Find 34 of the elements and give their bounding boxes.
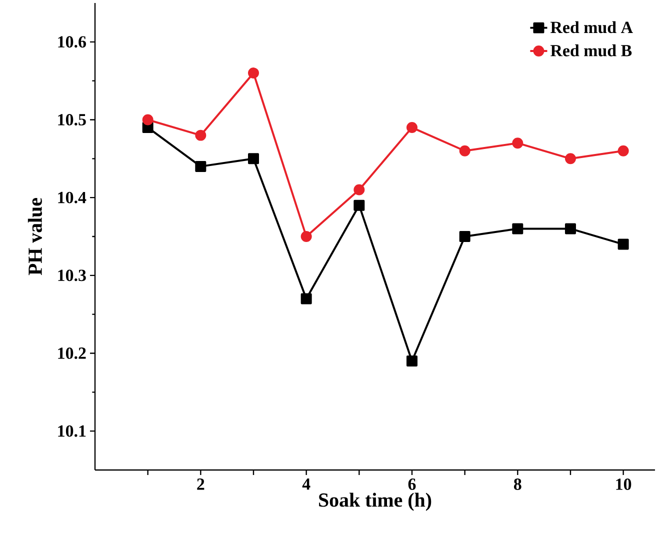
point [618,238,629,250]
y-tick-label: 10.6 [58,36,86,48]
y-axis-title: PH value [28,198,42,276]
point [248,68,259,79]
legend-label: Red mud A [550,21,633,34]
point [512,223,524,234]
x-tick-label: 10 [616,478,632,490]
legend-label: Red mud B [550,44,632,56]
x-tick-label: 8 [514,478,522,490]
y-tick-label: 10.2 [58,347,86,359]
point [195,160,206,172]
point [406,122,418,134]
x-tick-label: 6 [408,478,416,490]
point [459,230,470,242]
point [300,293,312,304]
y-tick-label: 10.3 [58,270,86,282]
point [195,130,206,141]
x-axis-title: Soak time (h) [319,492,432,511]
point [564,153,576,164]
point [142,114,154,126]
point [459,145,470,156]
point [564,223,576,234]
y-tick-label: 10.1 [58,425,86,437]
point [300,230,312,242]
point [354,184,365,196]
point [618,145,629,156]
y-tick-label: 10.5 [58,114,86,126]
y-tick-label: 10.4 [58,192,86,204]
point [512,138,524,149]
point [248,153,259,164]
point [354,200,365,211]
x-tick-label: 2 [197,478,204,490]
x-tick-label: 4 [302,478,310,490]
point [406,356,418,367]
